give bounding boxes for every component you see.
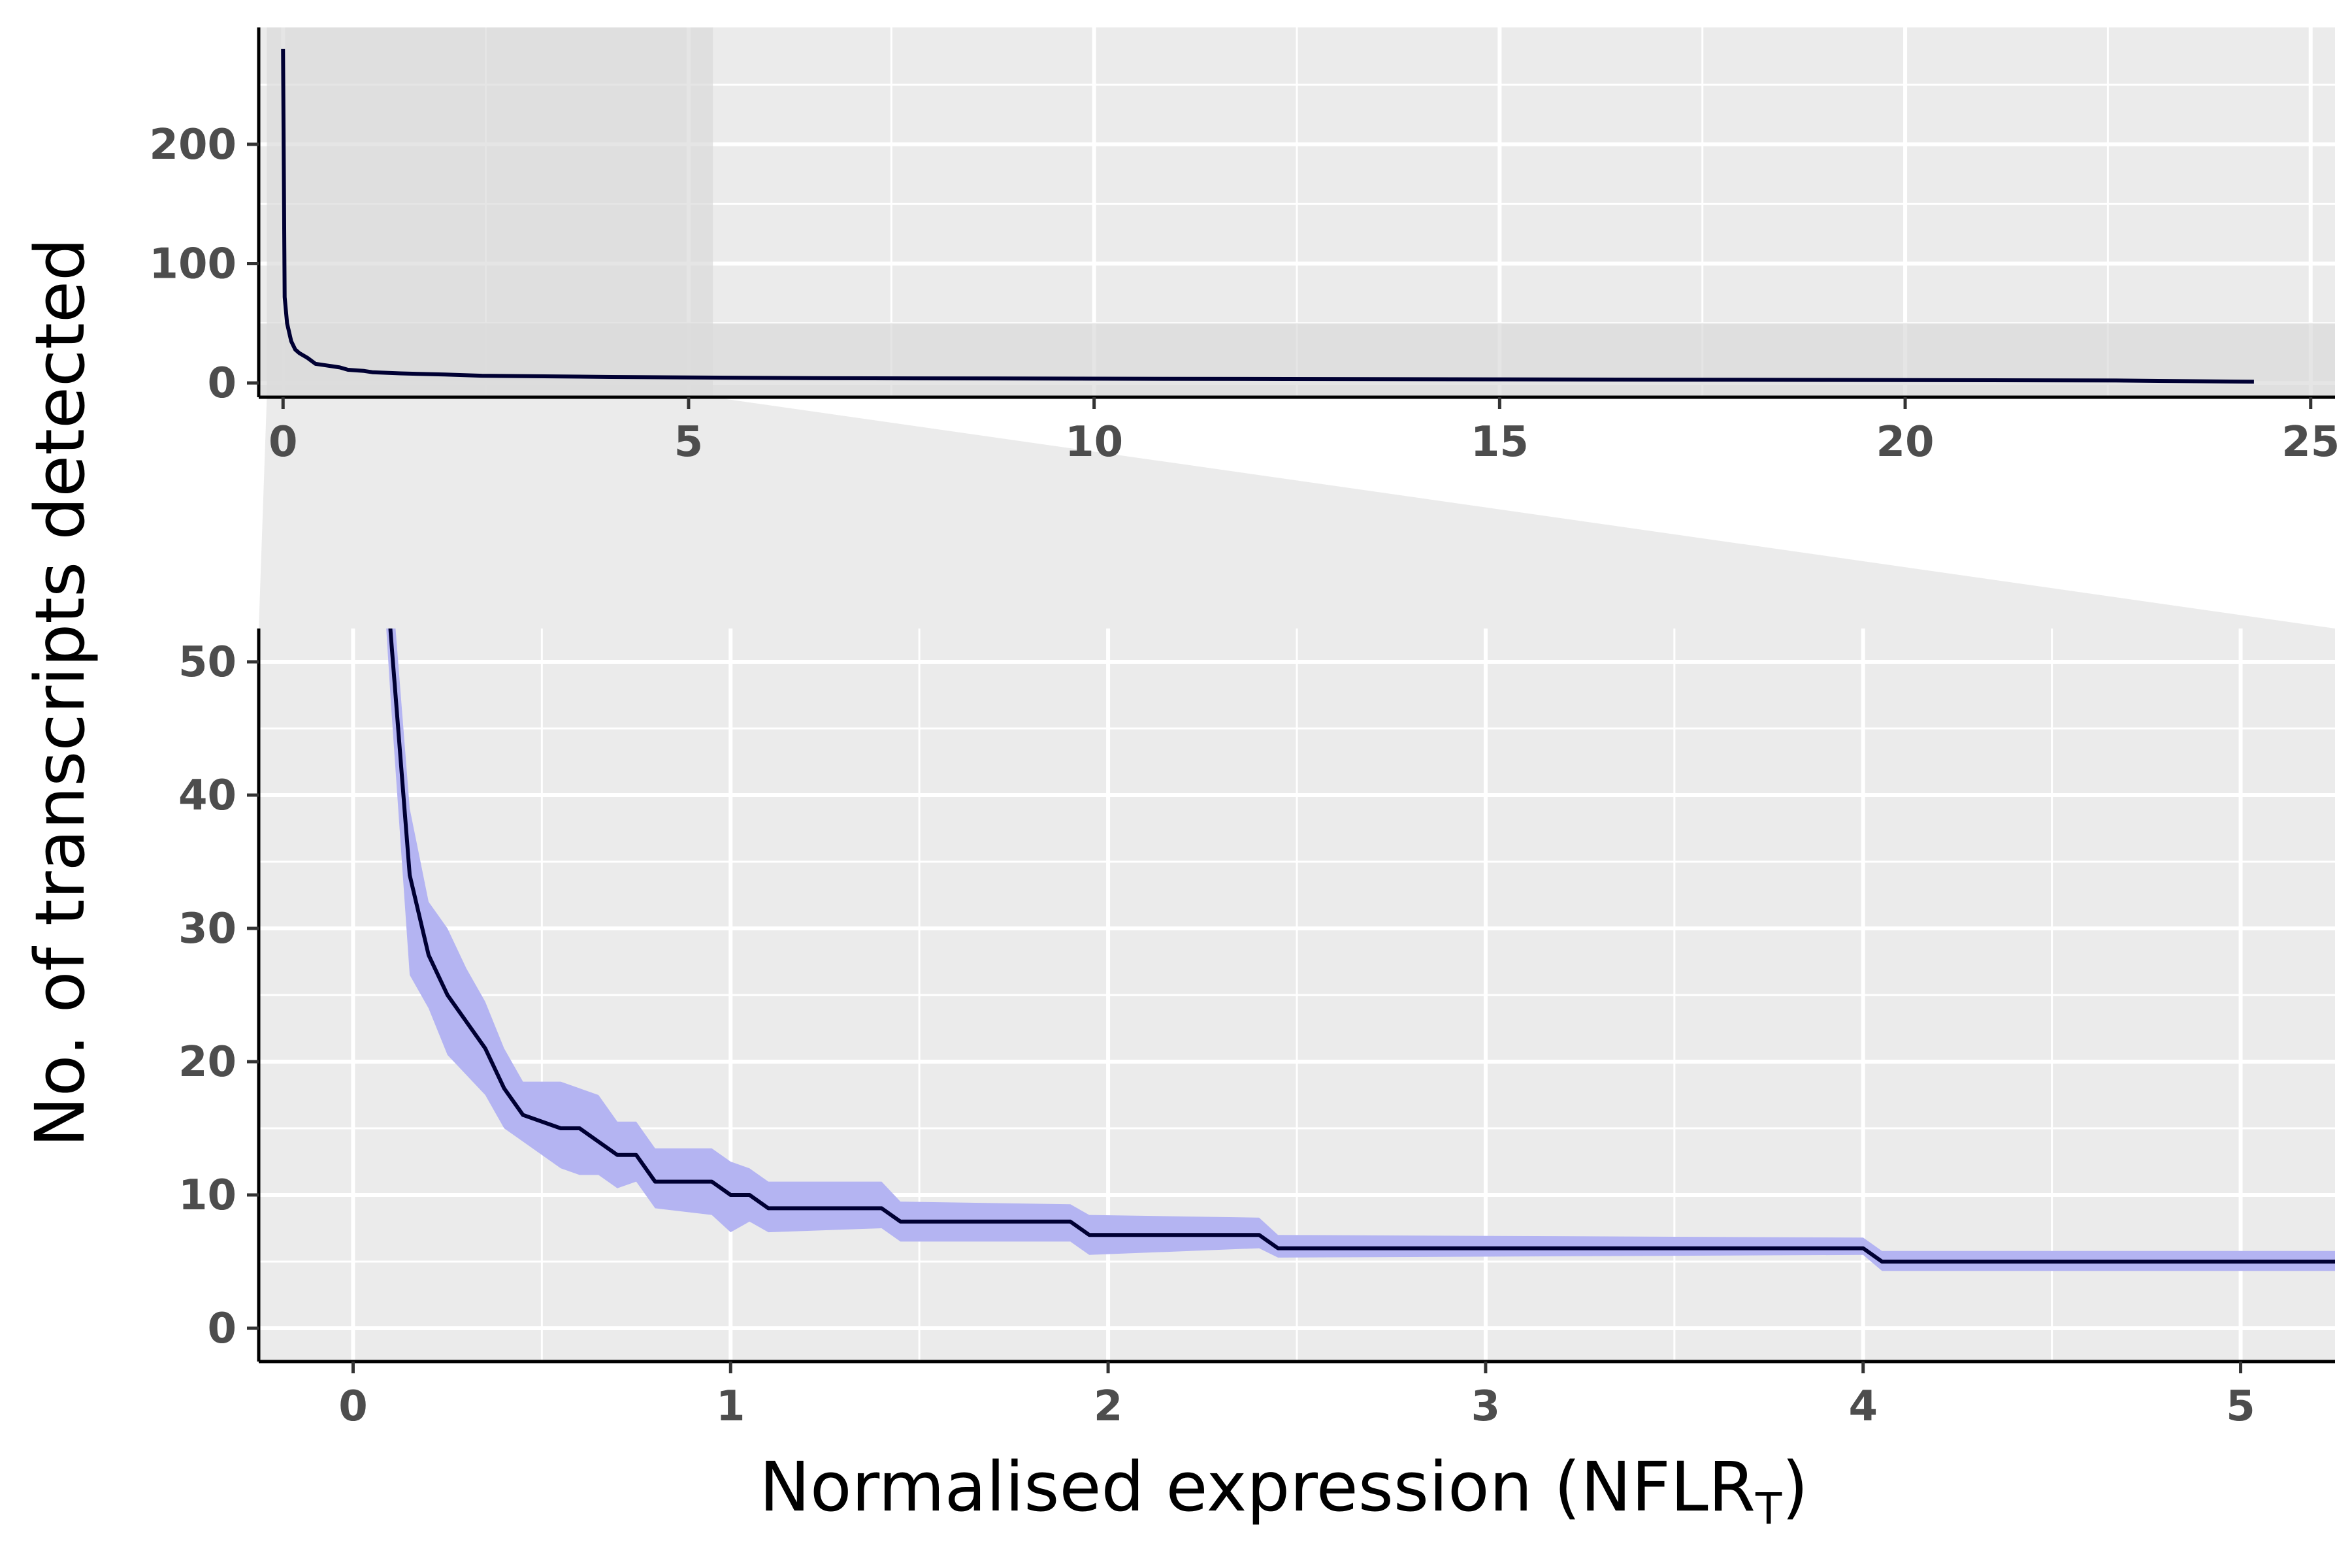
y-tick-label: 0	[207, 1305, 237, 1353]
zoom-gridlines	[259, 629, 2335, 1362]
x-tick-label: 20	[1876, 418, 1935, 466]
zoom-series-line	[388, 629, 2335, 1264]
x-tick-label: 0	[338, 1382, 368, 1431]
y-tick-label: 50	[178, 638, 237, 687]
x-tick-label: 10	[1065, 418, 1123, 466]
x-tick-label: 4	[1848, 1382, 1878, 1431]
x-axis-title-subscript: T	[1755, 1484, 1782, 1534]
overview-tick-labels: 0 5 10 15 20 25 0 100 200	[149, 121, 2340, 466]
x-tick-label: 2	[1094, 1382, 1123, 1431]
x-tick-label: 0	[269, 418, 298, 466]
zoom-connector	[259, 397, 2335, 629]
y-tick-label: 10	[178, 1171, 237, 1220]
y-tick-label: 200	[149, 121, 237, 169]
y-tick-label: 20	[178, 1038, 237, 1086]
zoom-highlight-horizontal	[259, 323, 2335, 397]
x-axis-title: Normalised expression (NFLRT)	[759, 1447, 1808, 1534]
y-tick-label: 0	[207, 359, 237, 408]
overview-axes	[247, 27, 2335, 409]
x-tick-label: 3	[1471, 1382, 1501, 1431]
y-tick-label: 100	[149, 240, 237, 289]
overview-series-line	[281, 48, 2254, 384]
x-axis-title-main: Normalised expression (NFLR	[759, 1447, 1756, 1527]
x-tick-label: 5	[2226, 1382, 2255, 1431]
x-tick-label: 25	[2281, 418, 2340, 466]
overview-panel: 0 5 10 15 20 25 0 100 200	[149, 27, 2340, 466]
x-tick-label: 1	[716, 1382, 745, 1431]
y-tick-label: 40	[178, 772, 237, 820]
x-tick-label: 15	[1471, 418, 1529, 466]
x-axis-title-close: )	[1782, 1447, 1808, 1527]
x-tick-label: 5	[674, 418, 704, 466]
y-axis-title: No. of transcripts detected	[20, 238, 100, 1147]
y-tick-label: 30	[178, 905, 237, 953]
zoom-axes	[247, 629, 2335, 1373]
